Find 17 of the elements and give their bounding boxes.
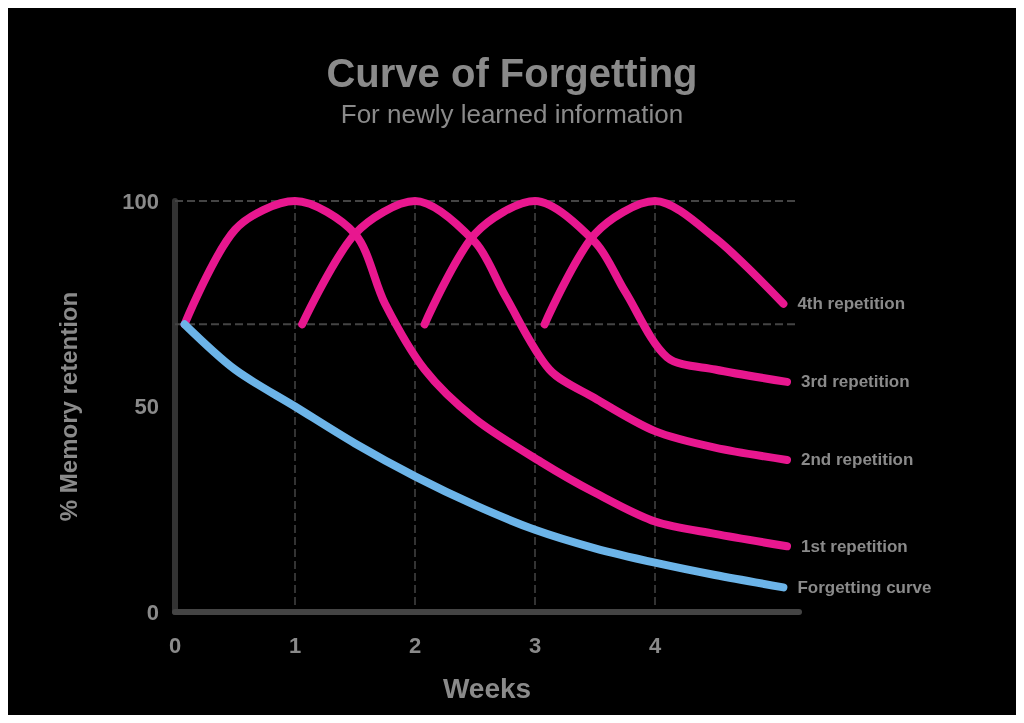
y-tick-label: 50: [134, 394, 159, 419]
x-axis-title: Weeks: [442, 672, 532, 704]
chart-title: Curve of Forgetting: [326, 51, 698, 95]
series-label: Forgetting curve: [797, 577, 932, 597]
chart-subtitle: For newly learned information: [340, 99, 684, 129]
x-tick-label: 1: [288, 632, 302, 658]
x-tick-label: 0: [168, 632, 182, 658]
x-tick-label: 4: [648, 632, 662, 658]
x-tick-label: 3: [528, 632, 542, 658]
y-tick-label: 100: [122, 188, 159, 214]
y-axis-title: % Memory retention: [54, 291, 82, 522]
series-label: 2nd repetition: [801, 450, 914, 470]
series-label: 4th repetition: [797, 294, 906, 314]
series-label: 1st repetition: [801, 536, 908, 556]
y-tick-label: 0: [146, 599, 159, 625]
series-label: 3rd repetition: [801, 372, 910, 392]
x-tick-label: 2: [408, 632, 422, 658]
